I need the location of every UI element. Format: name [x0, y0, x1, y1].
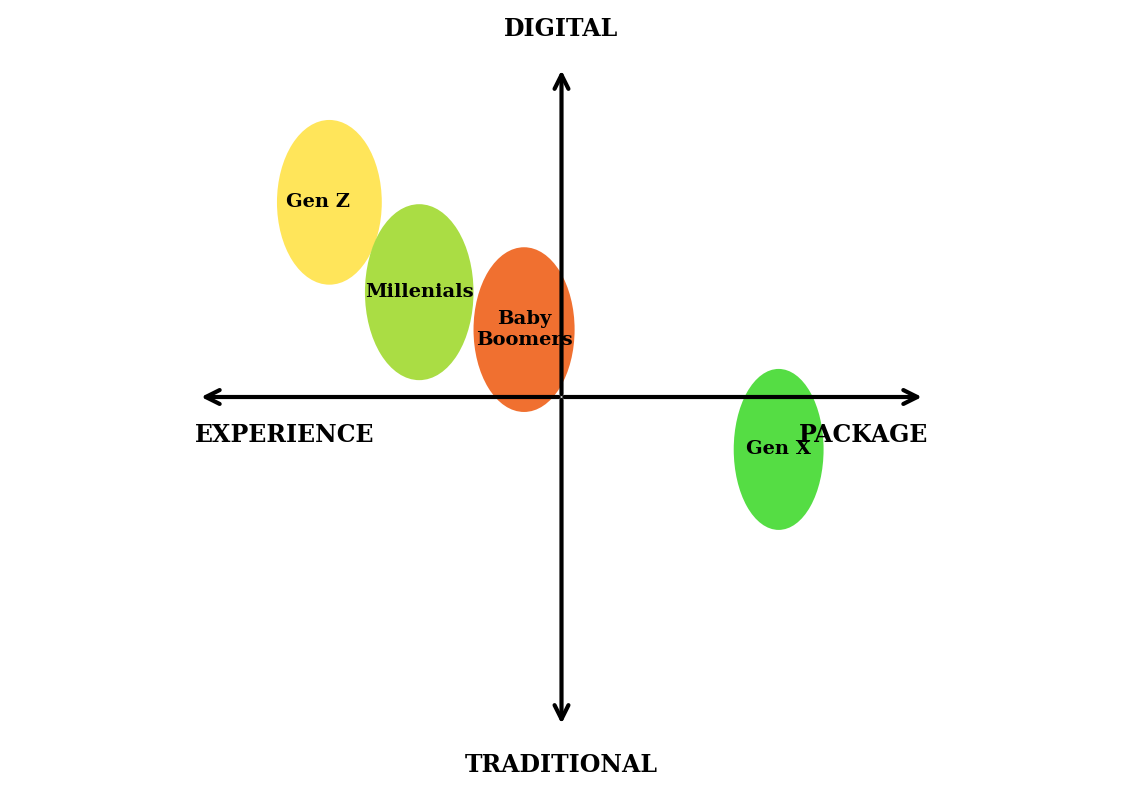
- Text: TRADITIONAL: TRADITIONAL: [465, 753, 658, 777]
- Text: Gen Z: Gen Z: [286, 193, 350, 211]
- Ellipse shape: [733, 369, 823, 530]
- Text: PACKAGE: PACKAGE: [800, 423, 929, 447]
- Text: EXPERIENCE: EXPERIENCE: [194, 423, 374, 447]
- Text: Gen X: Gen X: [746, 441, 811, 458]
- Ellipse shape: [365, 204, 474, 380]
- Text: Baby
Boomers: Baby Boomers: [476, 310, 573, 349]
- Text: Millenials: Millenials: [365, 283, 474, 301]
- Ellipse shape: [474, 247, 575, 412]
- Ellipse shape: [277, 120, 382, 285]
- Text: DIGITAL: DIGITAL: [504, 17, 619, 41]
